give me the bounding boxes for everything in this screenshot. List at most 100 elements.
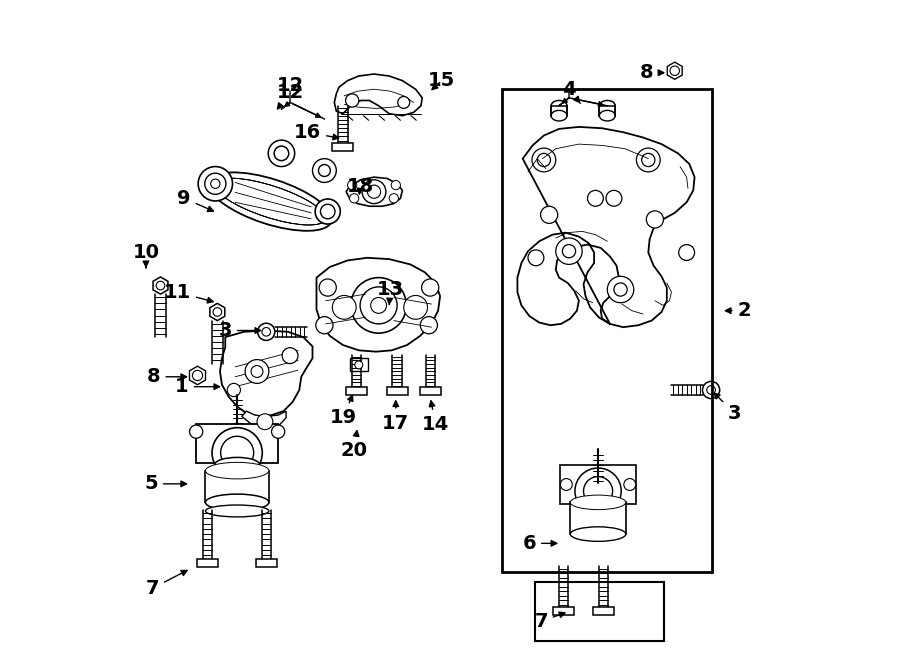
Circle shape [193,370,202,381]
Text: 17: 17 [382,401,410,432]
Circle shape [282,348,298,364]
Circle shape [257,323,274,340]
Bar [332,143,354,151]
Ellipse shape [215,457,259,472]
Circle shape [332,295,356,319]
Circle shape [636,148,661,172]
Text: 2: 2 [725,301,752,320]
Text: 3: 3 [219,321,261,340]
Ellipse shape [205,505,269,517]
Circle shape [371,297,386,313]
Circle shape [346,94,359,107]
Circle shape [190,425,203,438]
Polygon shape [220,330,312,416]
Circle shape [315,199,340,224]
Text: 7: 7 [535,612,565,631]
Text: 19: 19 [329,395,356,427]
Polygon shape [346,177,402,206]
Circle shape [251,366,263,377]
Ellipse shape [599,100,616,111]
Circle shape [319,165,330,176]
Circle shape [561,479,572,490]
Text: 14: 14 [422,401,449,434]
Circle shape [227,383,240,397]
Ellipse shape [215,467,259,482]
Ellipse shape [551,100,567,111]
Polygon shape [242,411,286,428]
Circle shape [606,190,622,206]
Text: 10: 10 [132,243,159,268]
Circle shape [213,307,221,316]
Circle shape [389,194,399,203]
Ellipse shape [551,110,567,121]
Ellipse shape [209,173,332,231]
Bar [571,502,626,534]
Bar [419,387,441,395]
Text: 1: 1 [176,377,220,396]
Circle shape [392,180,400,190]
Circle shape [360,287,397,324]
Text: 9: 9 [177,189,213,212]
Bar [196,424,278,463]
Circle shape [556,238,582,264]
Polygon shape [210,303,225,321]
Bar [551,106,567,116]
Circle shape [320,204,335,219]
Circle shape [642,153,655,167]
Bar [256,559,277,567]
Bar [197,559,218,567]
Ellipse shape [599,110,616,121]
Ellipse shape [205,463,269,479]
Bar [560,465,636,504]
Text: 15: 15 [428,71,455,90]
Bar [593,607,614,615]
Circle shape [583,477,613,506]
Circle shape [245,360,269,383]
Bar [349,358,368,371]
Polygon shape [334,74,422,116]
Circle shape [614,283,627,296]
Circle shape [608,276,634,303]
Circle shape [268,140,294,167]
Bar [346,387,366,395]
Polygon shape [317,258,440,352]
Circle shape [541,206,558,223]
Text: 7: 7 [146,570,187,598]
Circle shape [646,211,663,228]
Polygon shape [153,277,168,294]
Circle shape [398,97,410,108]
Circle shape [157,282,165,290]
Circle shape [624,479,635,490]
Circle shape [355,361,363,369]
Bar [386,387,408,395]
Text: 20: 20 [341,430,368,460]
Circle shape [528,250,544,266]
Circle shape [679,245,695,260]
Circle shape [257,414,273,430]
Circle shape [274,146,289,161]
Circle shape [351,278,407,333]
Text: 16: 16 [294,123,338,141]
Text: 3: 3 [715,393,741,422]
Text: 18: 18 [346,177,374,196]
Circle shape [562,245,576,258]
Text: 4: 4 [562,80,580,103]
Circle shape [316,317,333,334]
Text: 6: 6 [522,534,557,553]
Text: 12: 12 [276,77,303,95]
Circle shape [532,148,556,172]
Circle shape [362,180,386,204]
Polygon shape [518,127,695,327]
Circle shape [367,185,381,198]
Circle shape [421,279,439,296]
Circle shape [320,279,337,296]
Circle shape [588,190,603,206]
Circle shape [312,159,337,182]
Polygon shape [190,366,205,385]
Circle shape [537,153,551,167]
Circle shape [349,194,359,203]
Text: 11: 11 [164,283,213,303]
Text: 8: 8 [640,63,664,82]
Circle shape [703,381,720,399]
Bar [205,471,269,502]
